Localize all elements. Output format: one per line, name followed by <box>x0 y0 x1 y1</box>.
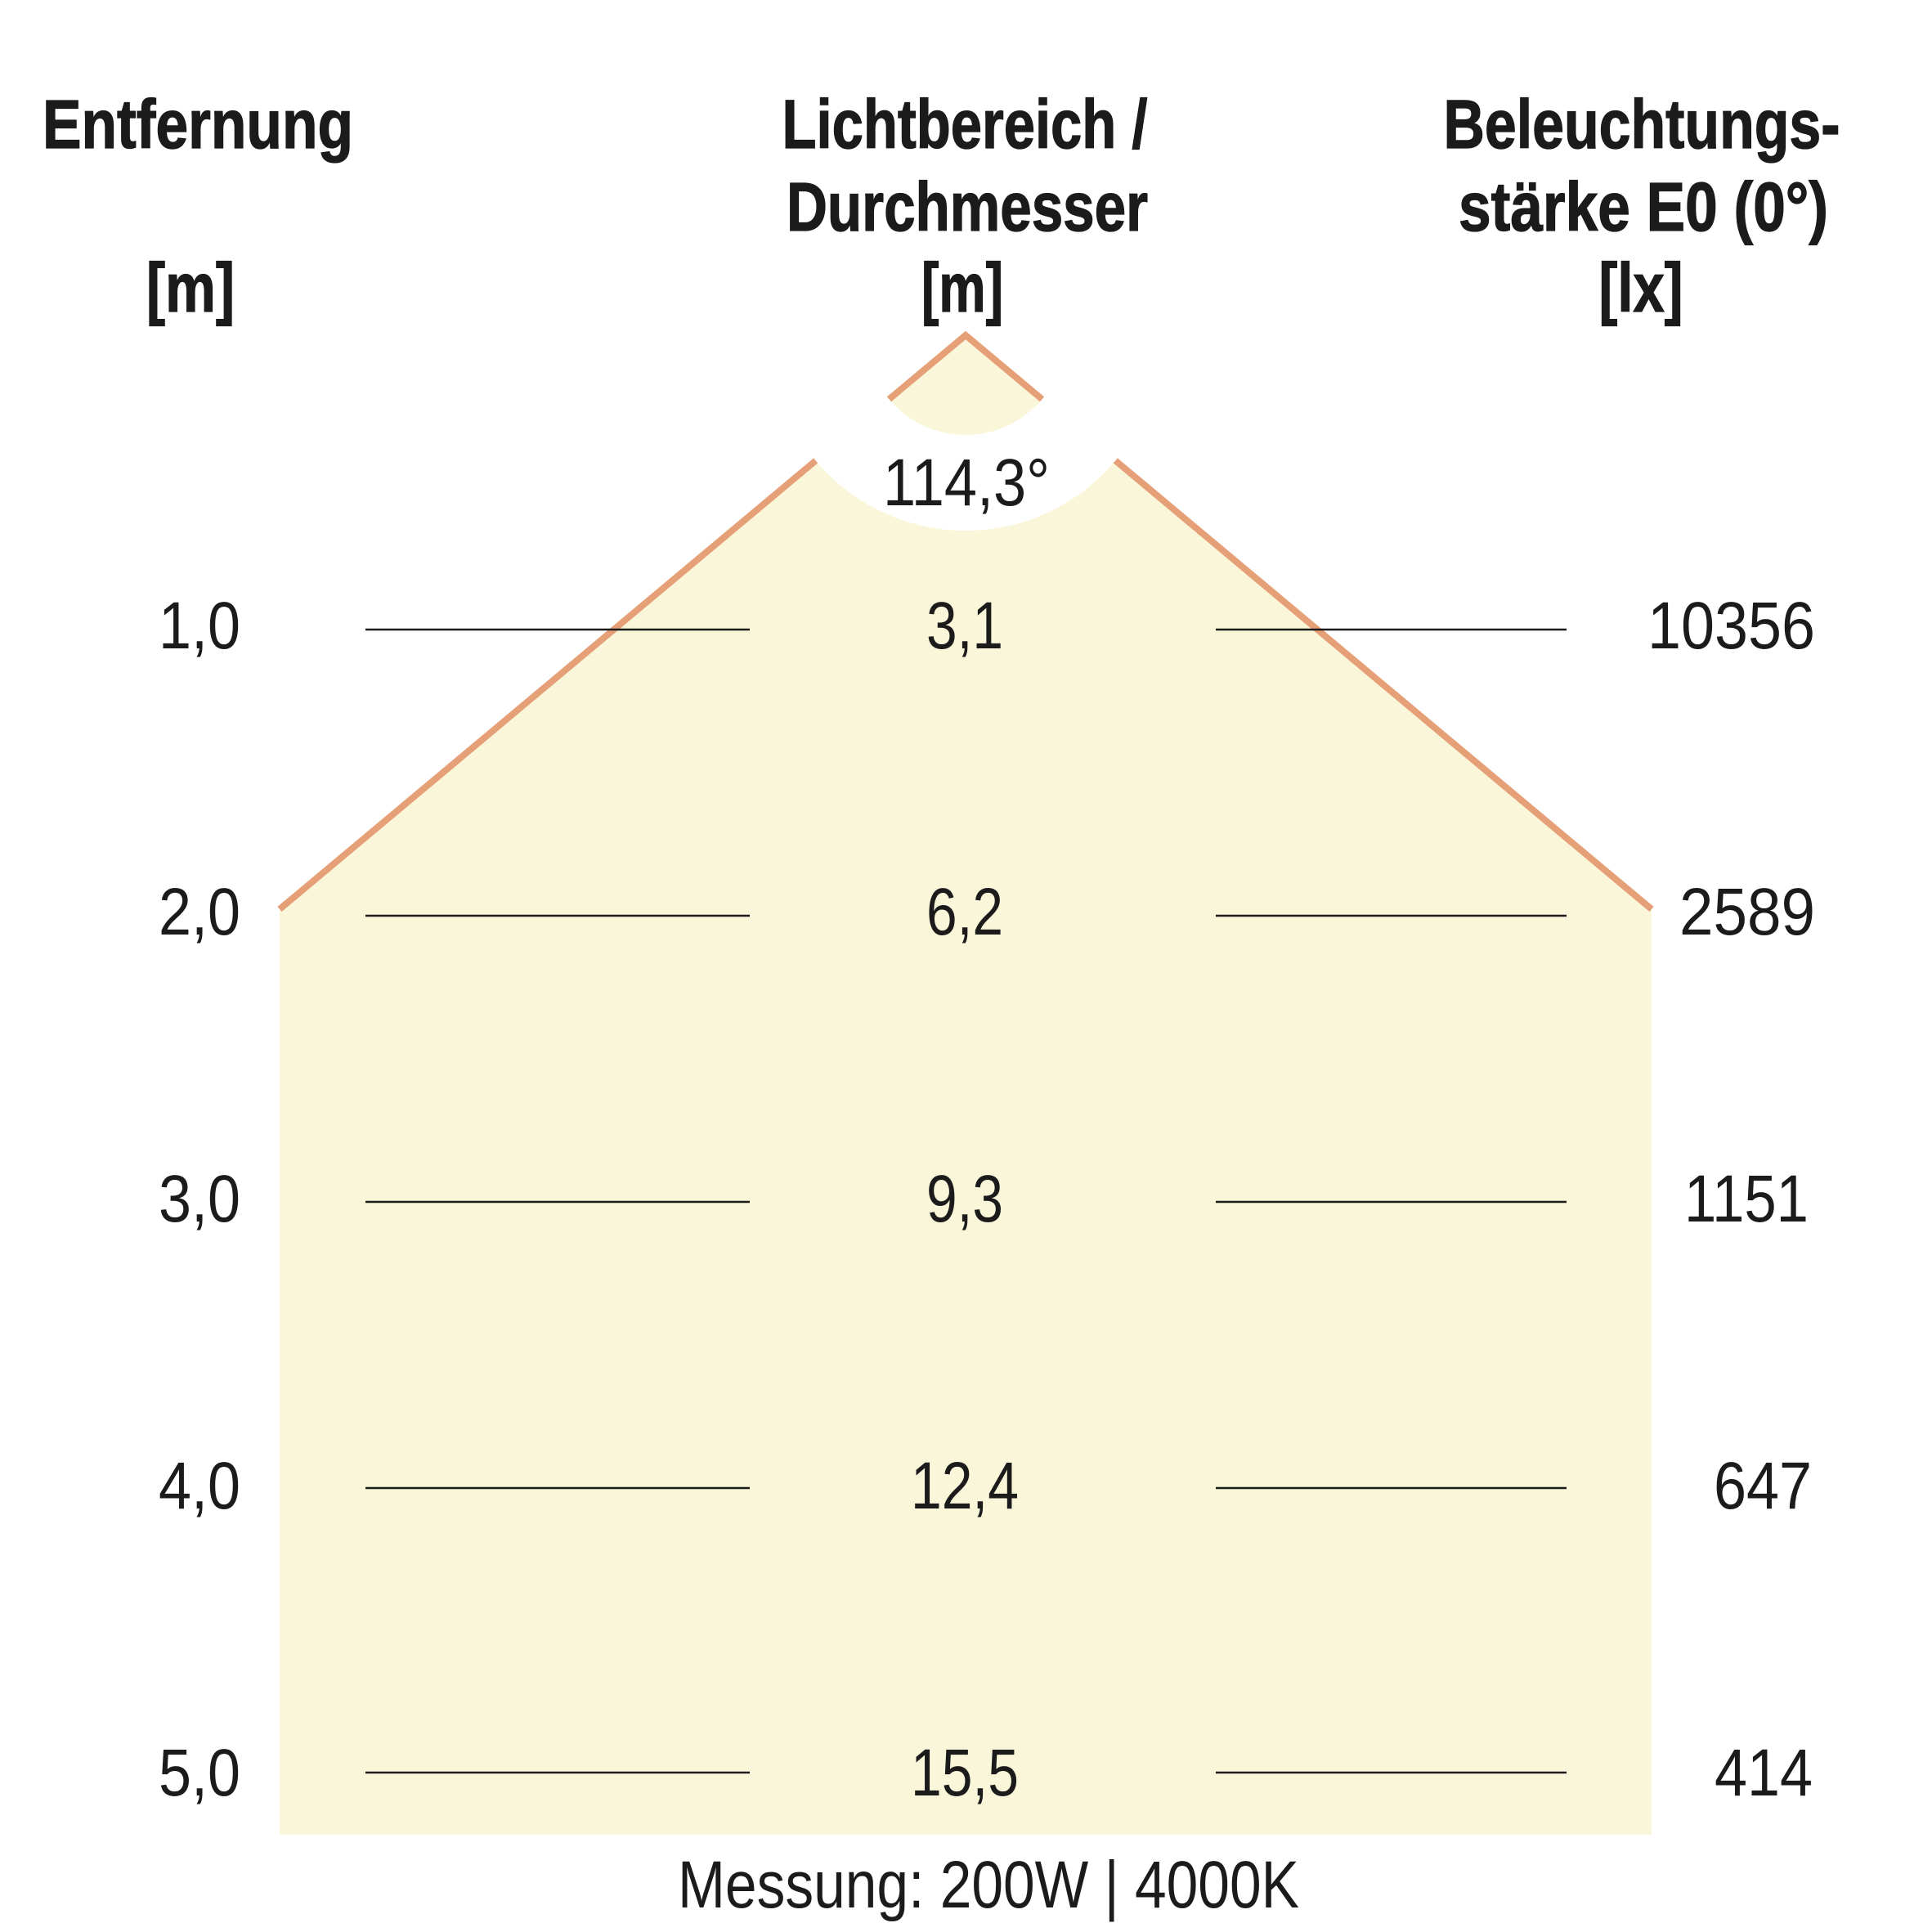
svg-text:414: 414 <box>1715 1736 1813 1810</box>
svg-text:114,3°: 114,3° <box>883 446 1050 520</box>
svg-text:12,4: 12,4 <box>911 1449 1019 1523</box>
svg-text:10356: 10356 <box>1647 589 1815 663</box>
svg-text:3,1: 3,1 <box>926 589 1003 663</box>
svg-text:9,3: 9,3 <box>926 1162 1003 1236</box>
svg-text:Durchmesser: Durchmesser <box>787 168 1148 245</box>
svg-text:1151: 1151 <box>1684 1162 1809 1236</box>
svg-text:6,2: 6,2 <box>926 875 1003 949</box>
svg-text:Entfernung: Entfernung <box>43 86 353 163</box>
svg-text:[lx]: [lx] <box>1599 249 1683 326</box>
svg-text:stärke E0 (0°): stärke E0 (0°) <box>1459 168 1828 245</box>
svg-text:[m]: [m] <box>146 249 235 326</box>
svg-text:1,0: 1,0 <box>159 589 240 663</box>
svg-text:2,0: 2,0 <box>159 875 240 949</box>
svg-text:3,0: 3,0 <box>159 1162 240 1236</box>
svg-text:15,5: 15,5 <box>911 1736 1019 1810</box>
svg-text:4,0: 4,0 <box>159 1449 240 1523</box>
svg-text:Lichtbereich /: Lichtbereich / <box>782 86 1148 163</box>
svg-text:647: 647 <box>1714 1449 1812 1523</box>
svg-text:Beleuchtungs-: Beleuchtungs- <box>1444 86 1840 163</box>
svg-text:Messung: 200W | 4000K: Messung: 200W | 4000K <box>678 1848 1299 1922</box>
svg-text:2589: 2589 <box>1679 875 1815 949</box>
svg-text:[m]: [m] <box>921 249 1003 326</box>
svg-text:5,0: 5,0 <box>159 1736 240 1810</box>
